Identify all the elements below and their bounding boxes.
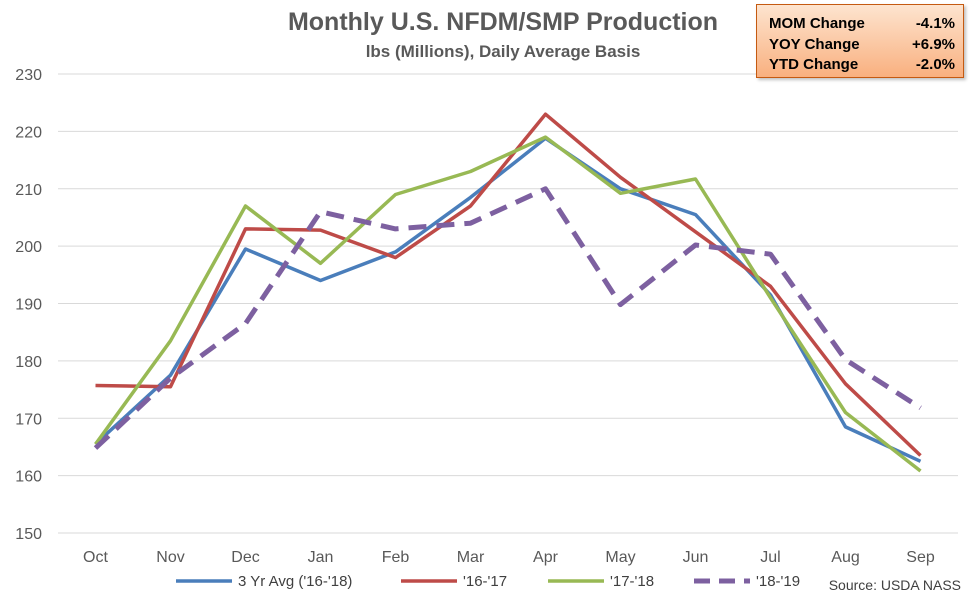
- y-tick-label: 230: [15, 67, 42, 84]
- y-tick-label: 200: [15, 239, 42, 256]
- x-tick-label: Dec: [231, 549, 259, 566]
- stat-value: +6.9%: [912, 35, 955, 53]
- y-axis-tick-labels: 150 160 170 180 190 200 210 220 230: [15, 67, 42, 543]
- x-tick-label: Jun: [683, 549, 709, 566]
- stat-label: YTD Change: [769, 56, 859, 73]
- legend-label: '18-'19: [756, 573, 800, 590]
- gridlines: [58, 73, 958, 534]
- y-tick-label: 220: [15, 124, 42, 141]
- stat-label: YOY Change: [769, 35, 860, 53]
- chart-subtitle: lbs (Millions), Daily Average Basis: [366, 42, 641, 61]
- chart-title: Monthly U.S. NFDM/SMP Production: [288, 8, 718, 36]
- stat-row-mom: MOM Change -4.1%: [769, 14, 955, 35]
- series-line-0: [94, 136, 922, 463]
- x-tick-label: Mar: [457, 549, 485, 566]
- stat-label: MOM Change: [769, 15, 865, 32]
- stat-value: -2.0%: [915, 56, 955, 73]
- y-tick-label: 180: [15, 354, 42, 371]
- x-tick-label: Feb: [382, 549, 410, 566]
- y-tick-label: 190: [15, 297, 42, 314]
- source-note: Source: USDA NASS: [829, 577, 961, 593]
- x-tick-label: Aug: [831, 549, 859, 566]
- x-tick-label: Apr: [533, 549, 559, 566]
- y-tick-label: 210: [15, 182, 42, 199]
- series-line-2: [94, 135, 922, 473]
- x-tick-label: Nov: [156, 549, 184, 566]
- x-tick-label: Jul: [760, 549, 780, 566]
- series-lines: [93, 112, 922, 473]
- y-tick-label: 150: [15, 526, 42, 543]
- stat-row-yoy: YOY Change +6.9%: [769, 35, 955, 56]
- legend-label: '16-'17: [463, 573, 507, 590]
- x-tick-label: Sep: [906, 549, 935, 566]
- x-tick-label: May: [605, 549, 635, 566]
- x-axis-tick-labels: Oct Nov Dec Jan Feb Mar Apr May Jun Jul Aug Sep: [83, 549, 935, 566]
- change-stats-box: MOM Change -4.1% YOY Change +6.9% YTD Ch…: [756, 4, 964, 78]
- legend: 3 Yr Avg ('16-'18) '16-'17 '17-'18 '18-'19: [176, 573, 800, 590]
- y-tick-label: 170: [15, 411, 42, 428]
- stat-value: -4.1%: [915, 15, 955, 32]
- stat-row-ytd: YTD Change -2.0%: [769, 55, 955, 76]
- x-tick-label: Oct: [83, 549, 108, 566]
- series-line-1: [95, 112, 922, 457]
- legend-label: 3 Yr Avg ('16-'18): [238, 573, 352, 590]
- legend-label: '17-'18: [610, 573, 654, 590]
- series-line-3: [93, 186, 922, 450]
- x-tick-label: Jan: [308, 549, 334, 566]
- y-tick-label: 160: [15, 469, 42, 486]
